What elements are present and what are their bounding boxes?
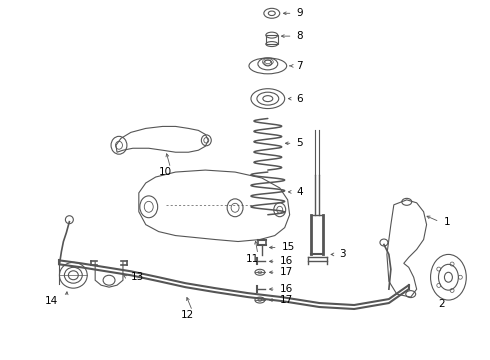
Text: 4: 4: [296, 187, 303, 197]
Text: 10: 10: [159, 167, 172, 177]
Text: 17: 17: [280, 295, 293, 305]
Text: 15: 15: [282, 243, 295, 252]
Text: 2: 2: [439, 299, 445, 309]
Text: 13: 13: [131, 272, 144, 282]
Text: 7: 7: [296, 61, 303, 71]
Text: 9: 9: [296, 8, 303, 18]
Text: 12: 12: [181, 310, 194, 320]
Text: 5: 5: [296, 138, 303, 148]
Text: 17: 17: [280, 267, 293, 277]
Text: 16: 16: [280, 284, 293, 294]
Text: 8: 8: [296, 31, 303, 41]
Text: 11: 11: [245, 255, 259, 264]
Text: 3: 3: [339, 249, 346, 260]
Text: 1: 1: [443, 217, 450, 227]
Text: 14: 14: [45, 296, 58, 306]
Text: 16: 16: [280, 256, 293, 266]
Text: 6: 6: [296, 94, 303, 104]
Bar: [266, 35, 278, 44]
